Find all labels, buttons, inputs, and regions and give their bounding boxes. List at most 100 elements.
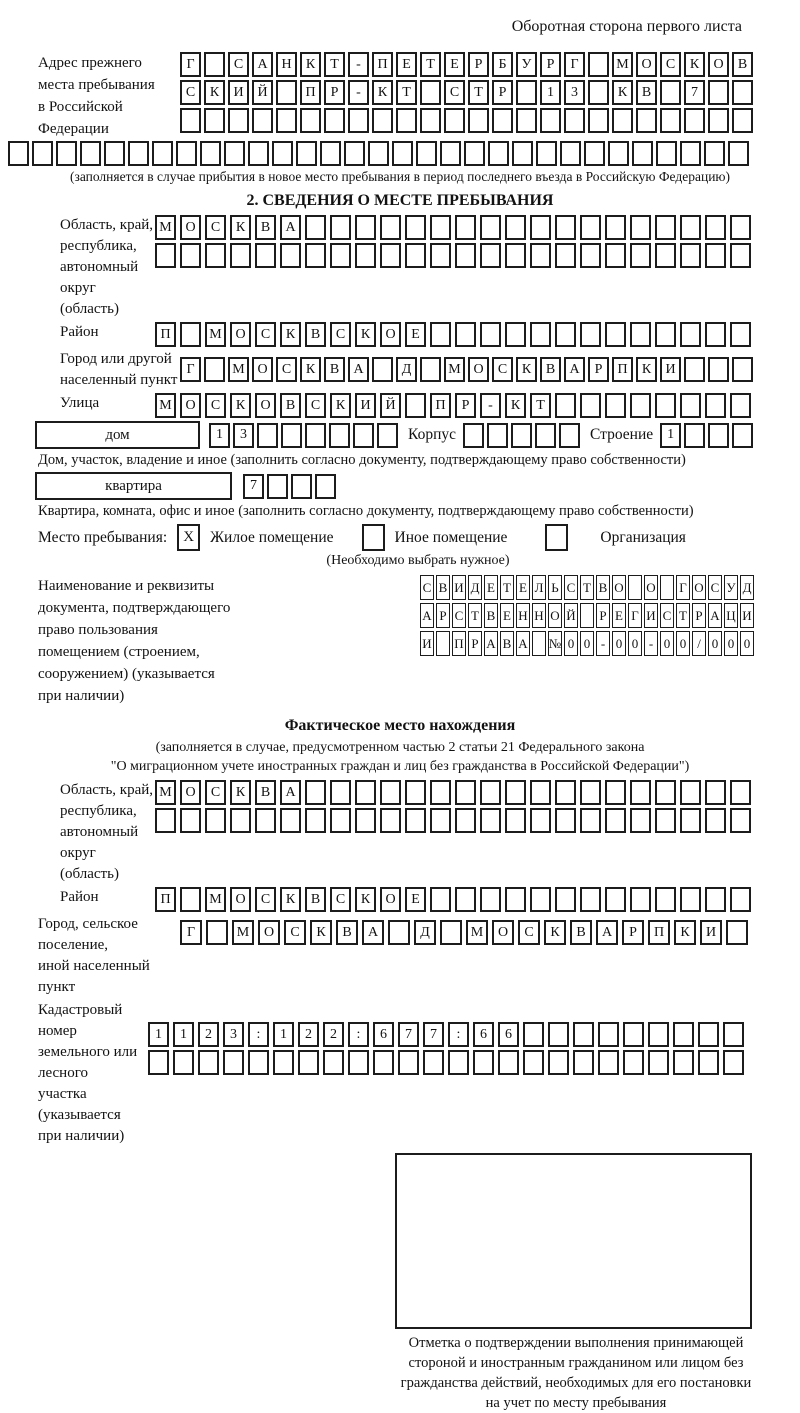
char-cell[interactable] [705, 215, 726, 240]
char-cell[interactable] [605, 808, 626, 833]
char-cell[interactable] [660, 108, 681, 133]
char-cell[interactable]: И [644, 603, 658, 628]
char-cell[interactable]: С [420, 575, 434, 600]
char-cell[interactable]: М [612, 52, 633, 77]
char-cell[interactable] [305, 780, 326, 805]
char-cell[interactable] [680, 887, 701, 912]
char-cell[interactable]: Т [530, 393, 551, 418]
char-cell[interactable]: П [648, 920, 670, 945]
char-cell[interactable] [505, 322, 526, 347]
char-cell[interactable]: П [155, 887, 176, 912]
char-cell[interactable] [305, 422, 326, 448]
char-cell[interactable] [155, 808, 176, 833]
char-cell[interactable] [380, 215, 401, 240]
char-cell[interactable]: В [305, 887, 326, 912]
char-cell[interactable]: И [420, 631, 434, 656]
char-cell[interactable] [353, 422, 374, 448]
char-cell[interactable] [705, 887, 726, 912]
char-cell[interactable]: О [548, 603, 562, 628]
char-cell[interactable]: А [484, 631, 498, 656]
char-cell[interactable] [505, 887, 526, 912]
char-cell[interactable] [155, 243, 176, 268]
char-cell[interactable]: Р [692, 603, 706, 628]
char-cell[interactable] [323, 1050, 344, 1075]
char-cell[interactable]: А [564, 357, 585, 382]
char-cell[interactable] [660, 80, 681, 105]
char-cell[interactable]: 6 [473, 1022, 494, 1047]
char-cell[interactable] [588, 80, 609, 105]
char-cell[interactable] [248, 1050, 269, 1075]
char-cell[interactable] [530, 780, 551, 805]
char-cell[interactable]: Е [516, 575, 530, 600]
char-cell[interactable]: О [380, 887, 401, 912]
char-cell[interactable]: И [452, 575, 466, 600]
char-cell[interactable] [730, 808, 751, 833]
char-cell[interactable] [555, 887, 576, 912]
char-cell[interactable] [204, 357, 225, 382]
char-cell[interactable] [180, 243, 201, 268]
char-cell[interactable]: О [180, 393, 201, 418]
char-cell[interactable] [684, 357, 705, 382]
char-cell[interactable] [396, 108, 417, 133]
char-cell[interactable] [355, 215, 376, 240]
char-cell[interactable]: Й [564, 603, 578, 628]
char-cell[interactable]: А [596, 920, 618, 945]
char-cell[interactable] [505, 780, 526, 805]
char-cell[interactable] [726, 920, 748, 945]
char-cell[interactable] [405, 215, 426, 240]
char-cell[interactable]: О [252, 357, 273, 382]
char-cell[interactable]: К [330, 393, 351, 418]
char-cell[interactable] [588, 52, 609, 77]
char-cell[interactable] [380, 808, 401, 833]
char-cell[interactable]: С [492, 357, 513, 382]
char-cell[interactable]: Г [676, 575, 690, 600]
char-cell[interactable]: К [310, 920, 332, 945]
char-cell[interactable] [291, 473, 312, 499]
char-cell[interactable] [732, 108, 753, 133]
char-cell[interactable] [455, 780, 476, 805]
char-cell[interactable]: О [180, 215, 201, 240]
char-cell[interactable] [405, 808, 426, 833]
char-cell[interactable]: Р [492, 80, 513, 105]
char-cell[interactable]: Д [468, 575, 482, 600]
char-cell[interactable]: 3 [233, 422, 254, 448]
char-cell[interactable] [655, 887, 676, 912]
char-cell[interactable] [680, 393, 701, 418]
char-cell[interactable] [560, 141, 581, 166]
char-cell[interactable] [498, 1050, 519, 1075]
char-cell[interactable]: Р [540, 52, 561, 77]
checkbox-other-premises[interactable] [361, 524, 385, 551]
char-cell[interactable]: - [348, 52, 369, 77]
char-cell[interactable]: В [436, 575, 450, 600]
char-cell[interactable]: М [205, 322, 226, 347]
char-cell[interactable] [623, 1022, 644, 1047]
char-cell[interactable]: С [284, 920, 306, 945]
char-cell[interactable]: Р [596, 603, 610, 628]
char-cell[interactable] [480, 243, 501, 268]
char-cell[interactable]: П [372, 52, 393, 77]
char-cell[interactable]: А [420, 603, 434, 628]
char-cell[interactable] [598, 1050, 619, 1075]
char-cell[interactable]: Б [492, 52, 513, 77]
char-cell[interactable] [684, 422, 706, 448]
char-cell[interactable]: В [305, 322, 326, 347]
char-cell[interactable] [420, 80, 441, 105]
char-cell[interactable] [588, 108, 609, 133]
char-cell[interactable]: В [280, 393, 301, 418]
char-cell[interactable] [440, 920, 462, 945]
char-cell[interactable] [698, 1050, 719, 1075]
char-cell[interactable] [173, 1050, 194, 1075]
char-cell[interactable] [272, 141, 293, 166]
char-cell[interactable]: Н [516, 603, 530, 628]
char-cell[interactable]: С [255, 322, 276, 347]
char-cell[interactable]: К [612, 80, 633, 105]
char-cell[interactable] [730, 393, 751, 418]
char-cell[interactable] [536, 141, 557, 166]
char-cell[interactable] [455, 243, 476, 268]
char-cell[interactable]: Г [180, 920, 202, 945]
char-cell[interactable] [368, 141, 389, 166]
char-cell[interactable] [623, 1050, 644, 1075]
char-cell[interactable]: А [362, 920, 384, 945]
char-cell[interactable] [648, 1022, 669, 1047]
char-cell[interactable]: Т [500, 575, 514, 600]
